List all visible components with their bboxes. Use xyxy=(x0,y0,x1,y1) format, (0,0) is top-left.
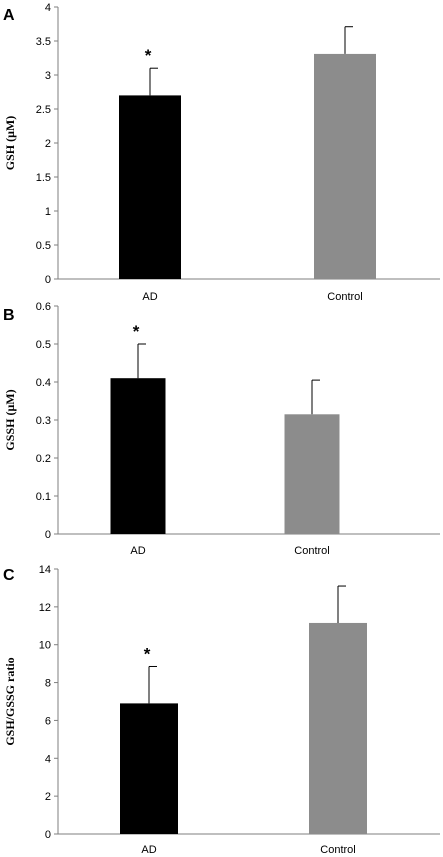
panel-label: C xyxy=(3,567,15,584)
significance-marker: * xyxy=(145,46,152,65)
y-tick-label: 1 xyxy=(45,206,51,218)
category-label-control: Control xyxy=(294,545,329,557)
panel-a: A 0 0.5 1 1.5 2 2.5 3 3.5 4 GSH (μM) AD * Control xyxy=(3,2,440,303)
significance-marker: * xyxy=(144,644,151,663)
y-tick-label: 3 xyxy=(45,70,51,82)
bar-control xyxy=(309,622,367,834)
panel-c: C 0 2 4 6 8 10 12 14 GSH/GSSG ratio AD * Control xyxy=(3,564,440,856)
y-tick-label: 3.5 xyxy=(36,36,51,48)
y-tick-label: 0.3 xyxy=(36,415,51,427)
category-label-ad: AD xyxy=(142,291,157,303)
bar-ad xyxy=(119,95,181,280)
y-axis-title: GSH (μM) xyxy=(3,116,17,170)
y-tick-label: 14 xyxy=(39,564,51,576)
y-tick-label: 2.5 xyxy=(36,104,51,116)
bar-control xyxy=(284,414,340,534)
y-tick-label: 10 xyxy=(39,640,51,652)
panel-b: B 0 0.1 0.2 0.3 0.4 0.5 0.6 GSSH (μM) AD * Control xyxy=(3,301,440,557)
y-tick-label: 0.1 xyxy=(36,491,51,503)
bar-ad xyxy=(120,703,178,834)
y-tick-label: 0.6 xyxy=(36,301,51,313)
category-label-ad: AD xyxy=(141,844,156,856)
y-tick-label: 6 xyxy=(45,715,51,727)
y-tick-label: 2 xyxy=(45,791,51,803)
y-tick-label: 4 xyxy=(45,2,51,14)
bar-ad xyxy=(110,378,166,534)
category-label-ad: AD xyxy=(130,545,145,557)
category-label-control: Control xyxy=(327,291,362,303)
significance-marker: * xyxy=(133,322,140,341)
y-tick-label: 0 xyxy=(45,829,51,841)
panel-label: B xyxy=(3,307,15,324)
panel-label: A xyxy=(3,7,15,24)
y-tick-label: 4 xyxy=(45,753,51,765)
y-tick-label: 0 xyxy=(45,274,51,286)
y-tick-label: 1.5 xyxy=(36,172,51,184)
y-axis-title: GSH/GSSG ratio xyxy=(3,657,17,745)
bar-control xyxy=(314,53,376,279)
y-tick-label: 0.4 xyxy=(36,377,51,389)
y-tick-label: 8 xyxy=(45,678,51,690)
y-axis-title: GSSH (μM) xyxy=(3,389,17,450)
y-tick-label: 0.5 xyxy=(36,339,51,351)
y-tick-label: 0.5 xyxy=(36,240,51,252)
y-tick-label: 2 xyxy=(45,138,51,150)
y-tick-label: 12 xyxy=(39,602,51,614)
category-label-control: Control xyxy=(320,844,355,856)
y-tick-label: 0 xyxy=(45,529,51,541)
y-tick-label: 0.2 xyxy=(36,453,51,465)
